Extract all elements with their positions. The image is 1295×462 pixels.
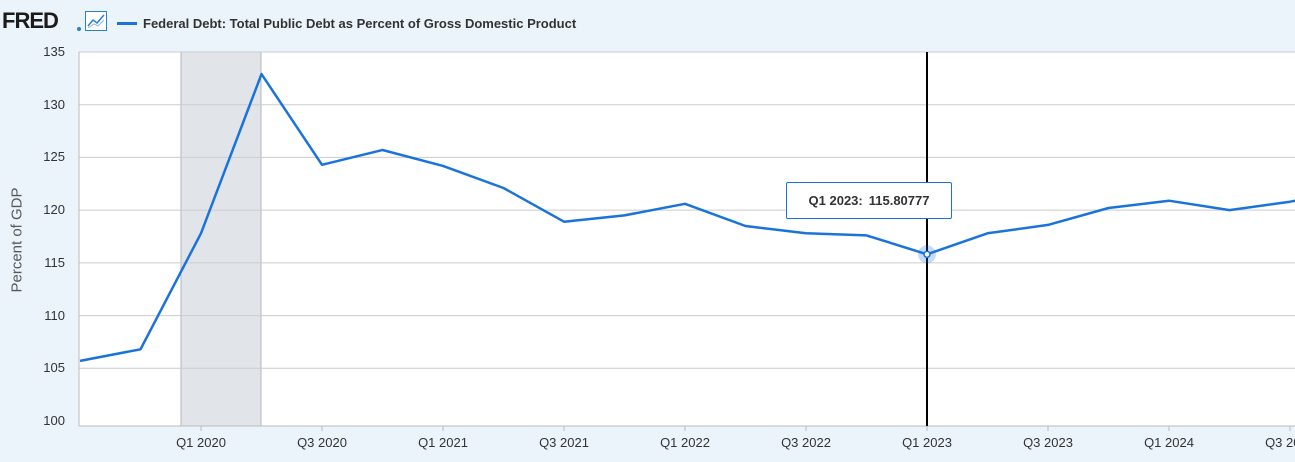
- legend-swatch: [117, 21, 137, 25]
- x-tick-label: Q3 2022: [781, 435, 831, 450]
- y-tick-label: 100: [43, 413, 65, 428]
- y-tick-label: 120: [43, 202, 65, 218]
- y-tick-label: 110: [44, 307, 65, 323]
- tooltip-value: 115.80777: [868, 193, 930, 208]
- y-tick-label: 130: [43, 96, 65, 112]
- series-layer: [79, 72, 1295, 363]
- x-tick-label: Q1 2024: [1144, 435, 1194, 450]
- chart-header: FRED Federal Debt: Total Public Debt as …: [0, 0, 1295, 44]
- x-tick-label: Q3 2024: [1265, 435, 1295, 450]
- series-line: [79, 72, 1295, 363]
- axis-layer: [78, 52, 1295, 431]
- y-tick-label: 115: [44, 254, 65, 270]
- data-tooltip: Q1 2023: 115.80777: [786, 182, 952, 219]
- fred-logo-dot: [77, 27, 81, 31]
- x-tick-label: Q1 2023: [902, 435, 952, 450]
- marker-layer: [918, 245, 936, 264]
- line-chart-icon[interactable]: [85, 11, 107, 31]
- x-tick-label: Q1 2020: [176, 435, 226, 450]
- y-tick-label: 105: [43, 360, 65, 376]
- plot-background: [79, 52, 1295, 426]
- data-point-highlight: [923, 250, 931, 259]
- fred-logo[interactable]: FRED: [2, 8, 59, 33]
- chart-legend[interactable]: Federal Debt: Total Public Debt as Perce…: [117, 14, 576, 32]
- x-tick-label: Q1 2022: [660, 435, 710, 450]
- x-tick-label: Q3 2021: [539, 435, 589, 450]
- x-tick-label: Q1 2021: [418, 435, 468, 450]
- x-tick-label: Q3 2023: [1023, 435, 1073, 450]
- x-tick-label: Q3 2020: [297, 435, 347, 450]
- tooltip-date: Q1 2023:: [808, 193, 863, 208]
- legend-label: Federal Debt: Total Public Debt as Perce…: [143, 15, 577, 31]
- y-tick-label: 125: [43, 149, 65, 165]
- y-tick-label: 135: [43, 44, 65, 59]
